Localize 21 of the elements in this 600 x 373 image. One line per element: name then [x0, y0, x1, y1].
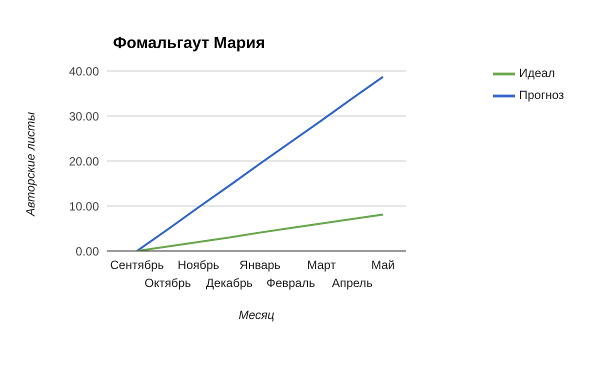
x-tick-label: Май [371, 258, 395, 272]
y-tick-label: 30.00 [68, 109, 100, 124]
line-series [136, 214, 384, 251]
x-tick-label: Сентябрь [110, 258, 164, 272]
x-tick-label: Октябрь [144, 276, 192, 290]
x-tick-label: Март [307, 258, 336, 272]
y-tick-label: 10.00 [68, 199, 100, 214]
y-tick-label: 0.00 [76, 244, 100, 258]
x-tick-label: Ноябрь [178, 258, 220, 272]
x-axis-title: Месяц [238, 308, 275, 322]
legend-label: Прогноз [519, 88, 564, 102]
line-series [136, 76, 384, 251]
chart-title: Фомальгаут Мария [113, 35, 266, 53]
legend-label: Идеал [519, 66, 555, 80]
x-tick-label: Январь [239, 258, 281, 272]
x-tick-label: Декабрь [206, 276, 253, 290]
x-tick-label: Апрель [332, 276, 373, 290]
y-axis-title: Авторские листы [23, 112, 38, 217]
x-tick-label: Февраль [266, 276, 316, 290]
y-tick-label: 40.00 [68, 64, 100, 78]
y-tick-label: 20.00 [68, 154, 100, 168]
